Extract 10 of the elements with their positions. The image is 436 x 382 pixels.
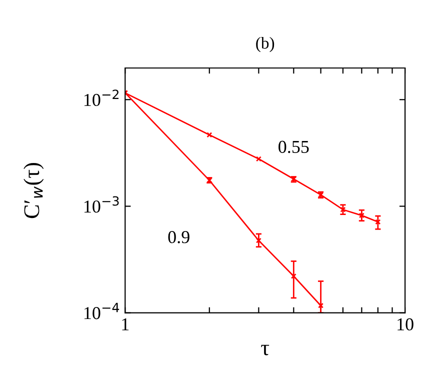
y-tick-label: 10$^{−4}$ [84,302,120,320]
x-tick-label: 10 [398,318,414,330]
y-axis-title: C′$_{w}$(τ) [24,163,44,218]
y-tick-label: 10$^{−3}$ [84,196,119,213]
x-tick-label: 1 [122,318,129,330]
x-axis-title: τ [261,344,270,356]
text: 0.9 [168,231,190,244]
series-label: 0.55 [278,140,309,154]
y-tick-label: 10$^{−2}$ [84,90,118,106]
chart-title: (b) [256,36,274,52]
